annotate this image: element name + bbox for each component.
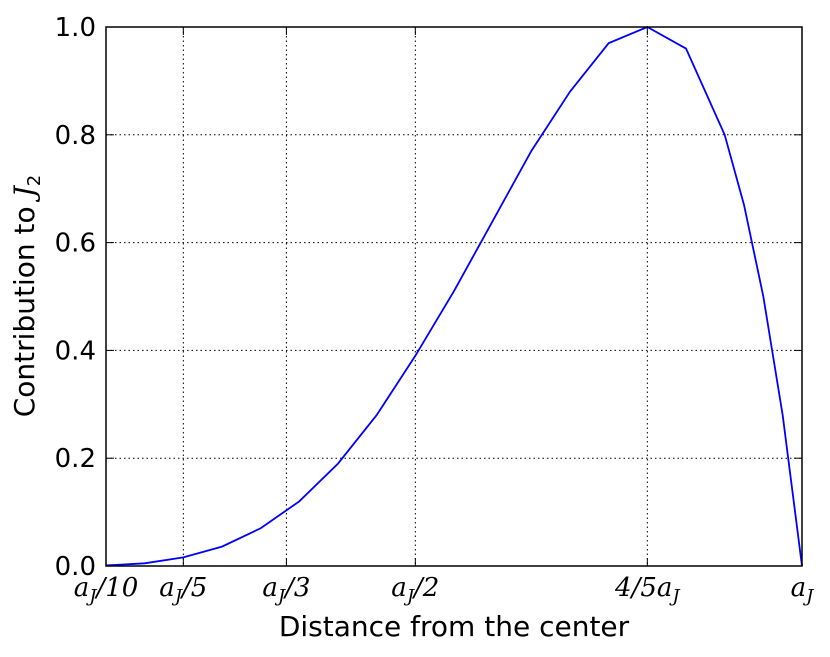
x-tick-label: aJ/2 [391, 573, 439, 607]
x-axis-label: Distance from the center [279, 610, 630, 643]
y-tick-label: 0.8 [55, 121, 96, 151]
y-tick-label: 1.0 [55, 13, 96, 43]
plot-frame [105, 26, 803, 567]
x-tick-label: 4/5aJ [614, 573, 681, 607]
x-tick-label: aJ [791, 573, 816, 607]
x-tick-label: aJ/5 [159, 573, 207, 607]
y-tick-label: 0.2 [55, 444, 96, 474]
y-tick-label: 0.0 [55, 552, 96, 582]
y-tick-label: 0.4 [55, 336, 96, 366]
x-tick-label: aJ/10 [74, 573, 139, 607]
line [105, 26, 803, 567]
y-tick-label: 0.6 [55, 229, 96, 259]
y-axis-label: Contribution to J2 [8, 175, 45, 418]
x-tick-label: aJ/3 [262, 573, 310, 607]
